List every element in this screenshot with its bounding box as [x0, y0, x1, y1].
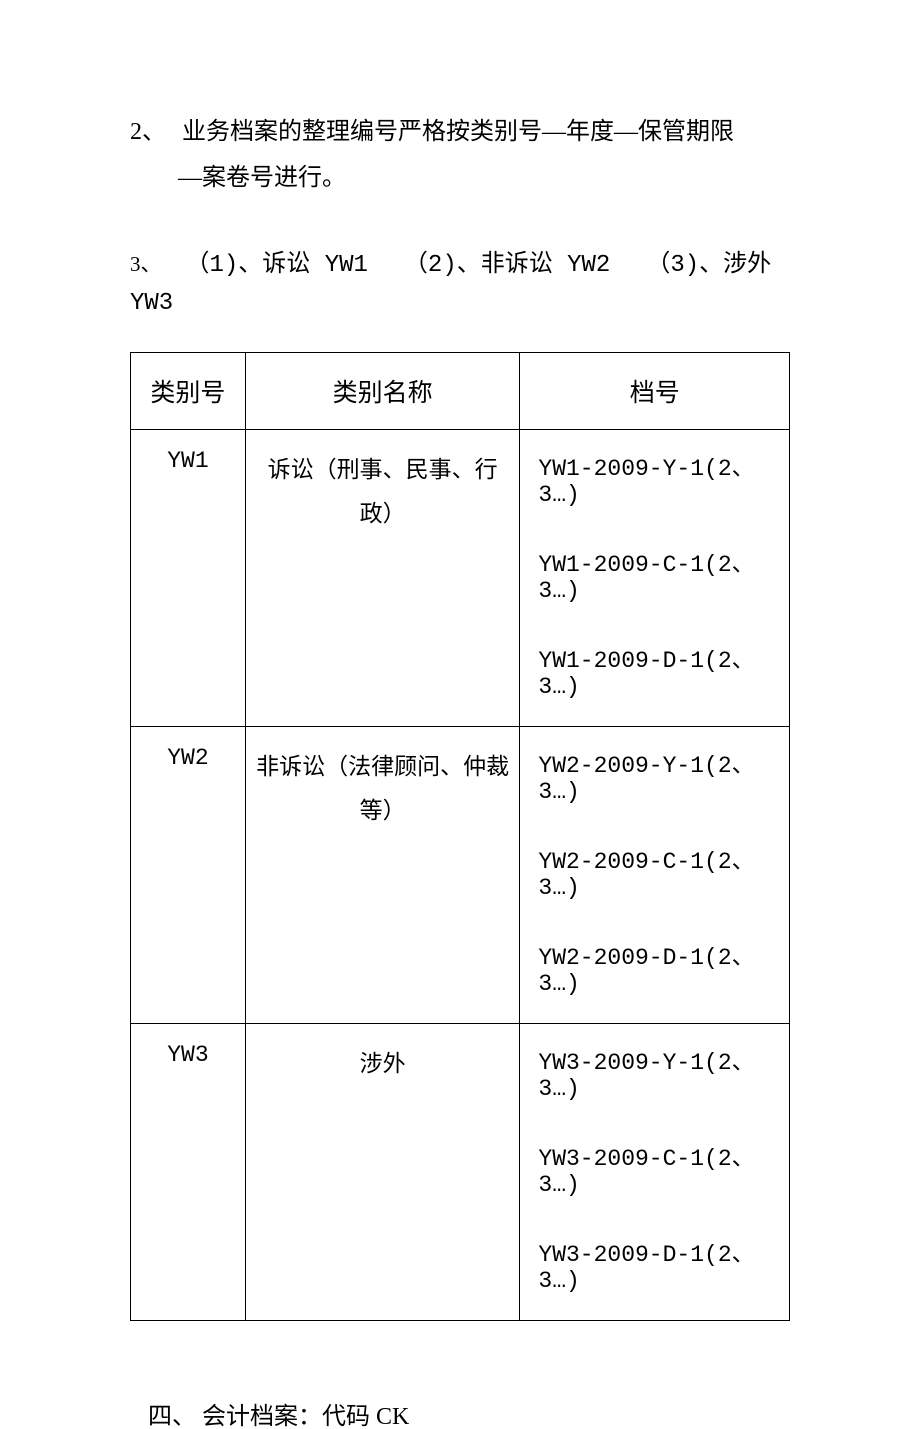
table-row: YW3 涉外 YW3-2009-Y-1(2、3…) YW3-2009-C-1(2…	[131, 1024, 790, 1321]
table-row: YW2 非诉讼（法律顾问、仲裁等） YW2-2009-Y-1(2、3…) YW2…	[131, 727, 790, 1024]
table-row: YW1 诉讼（刑事、民事、行政） YW1-2009-Y-1(2、3…) YW1-…	[131, 430, 790, 727]
item-3-seg-1: （1)、诉讼 YW1	[186, 252, 368, 279]
file-code: YW1-2009-C-1(2、3…)	[538, 544, 779, 604]
list-item-2: 2、 业务档案的整理编号严格按类别号—年度—保管期限 —案卷号进行。	[130, 110, 790, 201]
file-code: YW3-2009-D-1(2、3…)	[538, 1234, 779, 1294]
section-4-heading: 四、 会计档案：代码 CK	[148, 1396, 790, 1429]
cell-code: YW1	[131, 430, 246, 727]
file-code: YW1-2009-Y-1(2、3…)	[538, 448, 779, 508]
category-table: 类别号 类别名称 档号 YW1 诉讼（刑事、民事、行政） YW1-2009-Y-…	[130, 352, 790, 1321]
file-code: YW3-2009-C-1(2、3…)	[538, 1138, 779, 1198]
file-code: YW3-2009-Y-1(2、3…)	[538, 1042, 779, 1102]
cell-code: YW3	[131, 1024, 246, 1321]
cell-file-codes: YW2-2009-Y-1(2、3…) YW2-2009-C-1(2、3…) YW…	[520, 727, 790, 1024]
cell-name: 非诉讼（法律顾问、仲裁等）	[245, 727, 520, 1024]
file-code: YW2-2009-Y-1(2、3…)	[538, 745, 779, 805]
item-3-seg-2: （2)、非诉讼 YW2	[404, 252, 610, 279]
item-3-number: 3、	[130, 252, 162, 276]
cell-code: YW2	[131, 727, 246, 1024]
header-file: 档号	[520, 353, 790, 430]
item-2-text-line2: —案卷号进行。	[130, 156, 790, 202]
item-2-text-line1: 业务档案的整理编号严格按类别号—年度—保管期限	[182, 110, 772, 156]
file-code: YW2-2009-D-1(2、3…)	[538, 937, 779, 997]
header-name: 类别名称	[245, 353, 520, 430]
file-code: YW1-2009-D-1(2、3…)	[538, 640, 779, 700]
cell-file-codes: YW3-2009-Y-1(2、3…) YW3-2009-C-1(2、3…) YW…	[520, 1024, 790, 1321]
cell-name: 涉外	[245, 1024, 520, 1321]
table-header-row: 类别号 类别名称 档号	[131, 353, 790, 430]
cell-file-codes: YW1-2009-Y-1(2、3…) YW1-2009-C-1(2、3…) YW…	[520, 430, 790, 727]
header-code: 类别号	[131, 353, 246, 430]
file-code: YW2-2009-C-1(2、3…)	[538, 841, 779, 901]
item-2-number: 2、	[130, 110, 166, 156]
list-item-3: 3、 （1)、诉讼 YW1 （2)、非诉讼 YW2 （3)、涉外 YW3	[130, 246, 790, 322]
cell-name: 诉讼（刑事、民事、行政）	[245, 430, 520, 727]
